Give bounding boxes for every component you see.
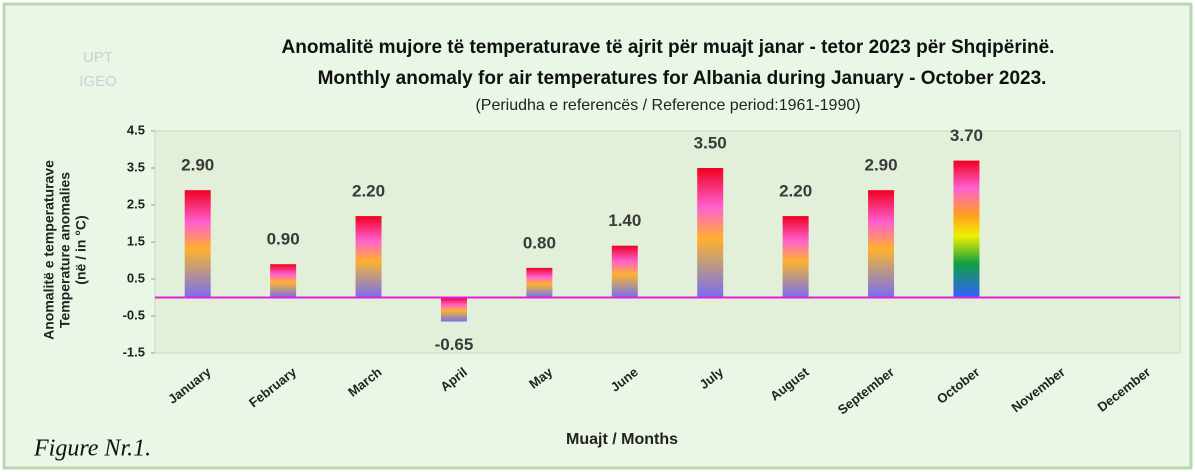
y-axis-label: Anomalitë e temperaturave (41, 160, 57, 340)
watermark: UPT (83, 49, 113, 66)
bar (611, 245, 638, 298)
value-label: 0.80 (523, 233, 556, 252)
bar (526, 267, 553, 298)
y-axis-label: Temperature anomalies (57, 172, 73, 328)
watermark: IGEO (79, 73, 117, 90)
value-label: 1.40 (608, 211, 641, 230)
y-tick-label: 1.5 (127, 233, 145, 248)
subtitle: (Periudha e referencës / Reference perio… (475, 97, 860, 114)
y-tick-label: -0.5 (123, 307, 145, 322)
y-tick-label: -1.5 (123, 344, 145, 359)
y-tick-label: 0.5 (127, 270, 145, 285)
bar (868, 190, 895, 298)
y-tick-label: 4.5 (127, 122, 145, 137)
value-label: 2.90 (181, 156, 214, 175)
plot-area (154, 130, 1181, 354)
bar (270, 264, 297, 298)
bar (782, 216, 809, 298)
chart-title: Anomalitë mujore të temperaturave të ajr… (282, 37, 1055, 58)
bar (697, 168, 724, 298)
figure-label: Figure Nr.1. (33, 436, 151, 462)
value-label: 2.20 (352, 182, 385, 201)
value-label: 0.90 (267, 230, 300, 249)
value-label: -0.65 (435, 335, 474, 354)
y-axis-label: (në / in °C) (73, 215, 89, 284)
value-label: 3.50 (694, 133, 727, 152)
bar (355, 216, 382, 298)
y-tick-label: 2.5 (127, 196, 145, 211)
y-tick-label: 3.5 (127, 159, 145, 174)
bar (953, 160, 980, 298)
x-axis-label: Muajt / Months (566, 431, 678, 448)
value-label: 2.20 (779, 182, 812, 201)
chart-title: Monthly anomaly for air temperatures for… (318, 68, 1047, 89)
value-label: 3.70 (950, 126, 983, 145)
bar (184, 190, 211, 298)
value-label: 2.90 (864, 156, 897, 175)
bar (440, 297, 467, 322)
